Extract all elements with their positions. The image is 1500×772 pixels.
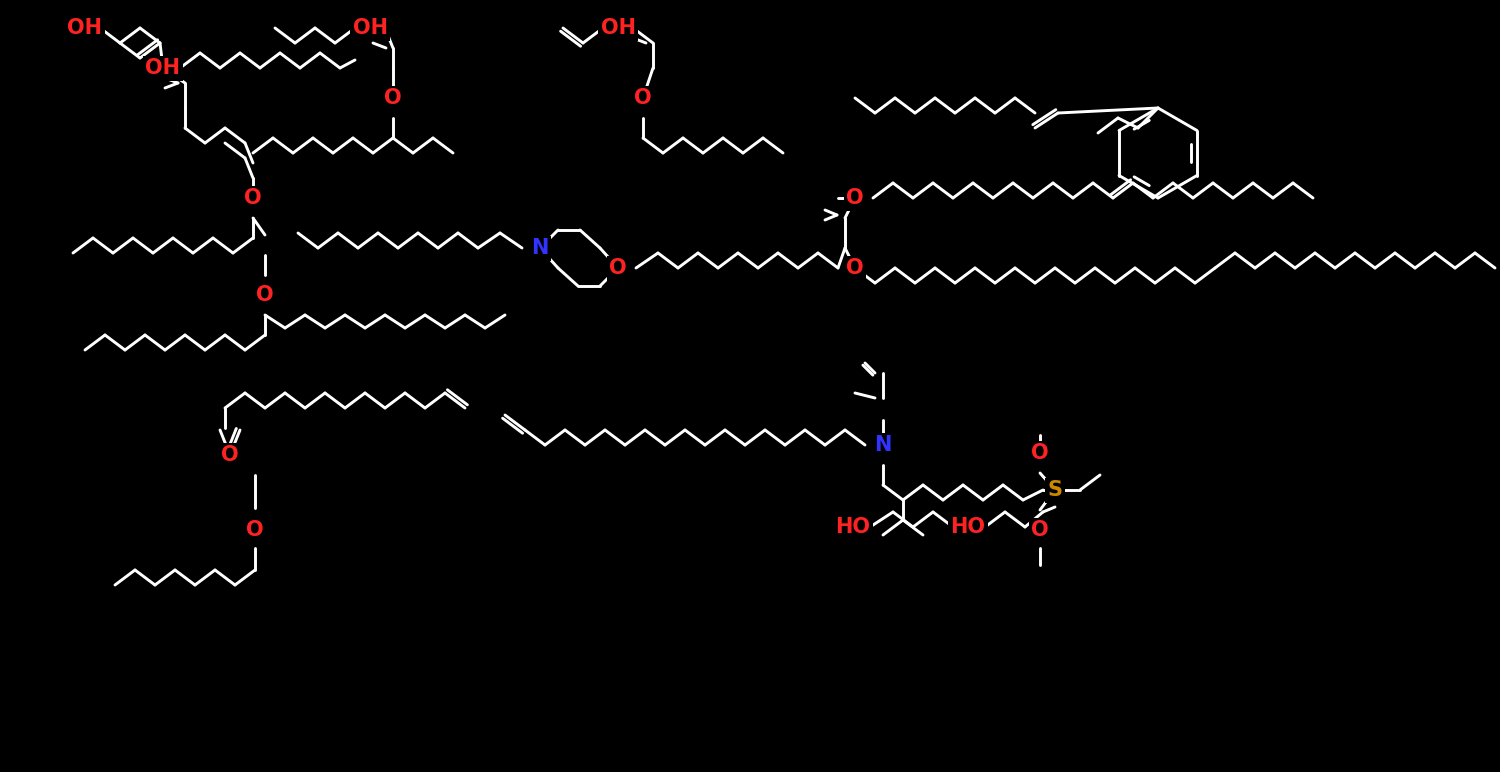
Text: HO: HO [951,517,986,537]
Text: S: S [1047,480,1062,500]
Text: O: O [256,285,274,305]
Text: O: O [846,258,864,278]
Text: O: O [846,188,864,208]
Text: O: O [384,88,402,108]
Text: HO: HO [836,517,870,537]
Text: O: O [246,520,264,540]
Text: O: O [1030,443,1048,463]
Text: O: O [1030,520,1048,540]
Text: OH: OH [146,58,180,78]
Text: OH: OH [68,18,102,38]
Text: O: O [609,258,627,278]
Text: OH: OH [352,18,387,38]
Text: OH: OH [600,18,636,38]
Text: O: O [244,188,262,208]
Text: N: N [874,435,891,455]
Text: O: O [220,445,238,465]
Text: N: N [531,238,549,258]
Text: O: O [634,88,652,108]
